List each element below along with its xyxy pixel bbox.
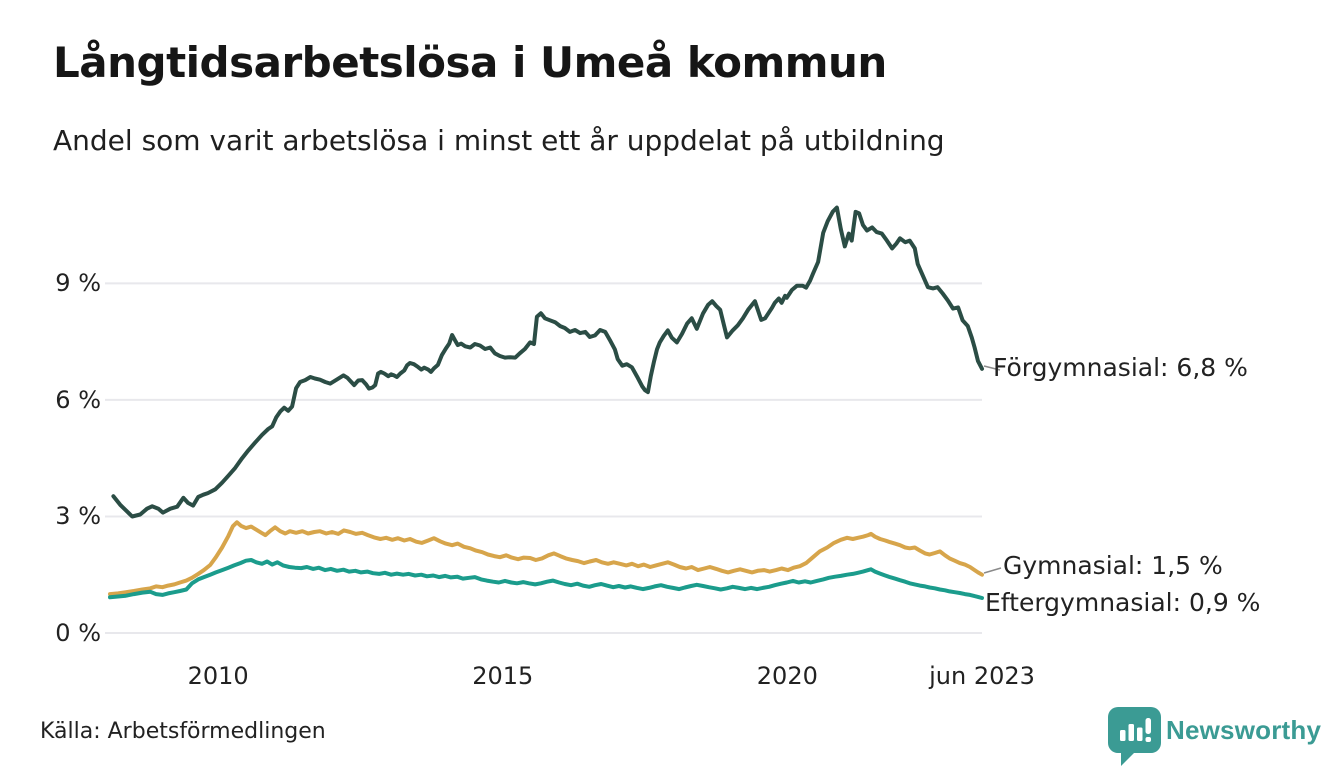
source-note: Källa: Arbetsförmedlingen [40, 719, 326, 744]
page-title: Långtidsarbetslösa i Umeå kommun [53, 38, 887, 87]
y-axis-tick-label: 3 % [55, 502, 101, 531]
series-line-förgymnasial [111, 205, 984, 519]
series-end-label-gymnasial: Gymnasial: 1,5 % [1003, 551, 1223, 580]
chart-subtitle: Andel som varit arbetslösa i minst ett å… [53, 124, 945, 157]
annotation-leader-line [983, 365, 1001, 371]
series-line-gymnasial [108, 520, 984, 597]
newsworthy-brand-text: Newsworthy [1166, 715, 1322, 745]
x-axis-tick-label: jun 2023 [929, 662, 1035, 690]
newsworthy-logo-icon [1108, 707, 1161, 766]
series-end-label-förgymnasial: Förgymnasial: 6,8 % [993, 353, 1248, 382]
x-axis-tick-label: 2020 [756, 662, 818, 690]
series-line-eftergymnasial [108, 558, 984, 600]
annotation-leader-line [983, 567, 1002, 574]
x-axis-tick-label: 2015 [472, 662, 534, 690]
y-axis-tick-label: 0 % [55, 619, 101, 647]
y-axis-tick-label: 9 % [55, 269, 101, 298]
y-axis-tick-label: 6 % [55, 385, 101, 414]
x-axis-tick-label: 2010 [187, 662, 249, 690]
series-end-label-eftergymnasial: Eftergymnasial: 0,9 % [985, 588, 1261, 617]
